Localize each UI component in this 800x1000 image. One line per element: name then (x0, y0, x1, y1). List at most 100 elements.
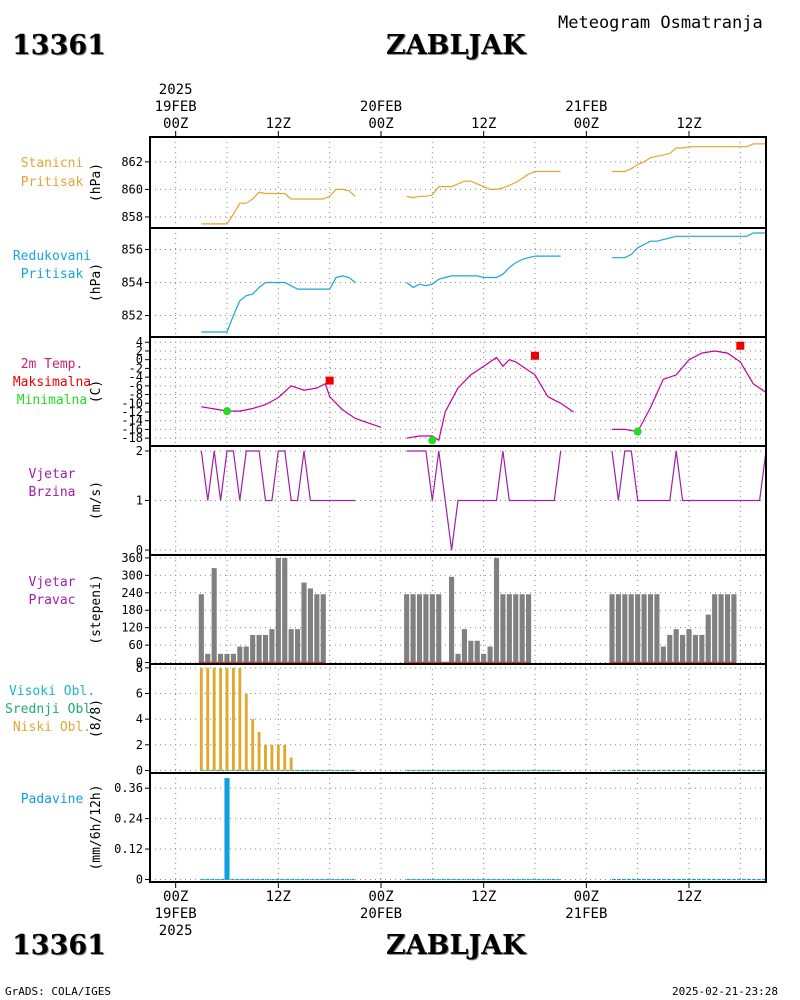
niski-cloud-bar (238, 667, 242, 771)
bottom-date-label: 19FEB (155, 906, 197, 922)
panel-label: Minimalna (17, 393, 87, 408)
y-tick-label: 852 (121, 309, 143, 323)
bottom-time-label: 12Z (676, 889, 701, 905)
wind-direction-bar (718, 594, 724, 663)
y-tick-label: 60 (129, 638, 143, 652)
niski-cloud-bar (212, 667, 216, 771)
panel-label: Vjetar (29, 575, 76, 590)
tmin-marker (633, 427, 642, 436)
panel-frame (149, 227, 767, 338)
panel-label: Srednji Obl. (5, 702, 99, 717)
y-tick-label: 858 (121, 210, 143, 224)
wind-direction-bar (635, 594, 641, 663)
tmin-marker (428, 436, 437, 445)
panel-label: Pritisak (21, 175, 84, 190)
top-time-label: 00Z (163, 116, 188, 132)
redukovani-pritisak-line (201, 275, 356, 333)
wind-direction-bar (519, 594, 525, 663)
y-tick-label: 1 (136, 494, 143, 508)
y-tick-label: -14 (121, 414, 143, 428)
top-time-label: 00Z (574, 116, 599, 132)
wind-direction-bar (282, 557, 288, 663)
panel-label: Redukovani (13, 249, 91, 264)
station-id-top: 13361 (12, 30, 106, 61)
wind-direction-bar (628, 594, 634, 663)
wind-direction-bar (423, 594, 429, 663)
niski-cloud-bar (244, 693, 248, 771)
wind-direction-bar (731, 594, 737, 663)
y-tick-label: 8 (136, 661, 143, 675)
panel-label: Maksimalna (13, 375, 91, 390)
wind-direction-bar (647, 594, 654, 663)
panel-label: Padavine (21, 792, 84, 807)
y-tick-label: 2 (136, 344, 143, 358)
y-tick-label: 0 (136, 656, 143, 670)
y-tick-label: 6 (136, 686, 143, 700)
y-tick-label: 180 (121, 603, 143, 617)
y-tick-label: 300 (121, 568, 143, 582)
panel-label: Brzina (29, 485, 76, 500)
top-time-label: 12Z (266, 116, 291, 132)
y-tick-label: 240 (121, 586, 143, 600)
panel-frame (149, 772, 767, 883)
top-time-label: 12Z (676, 116, 701, 132)
wind-direction-bar (218, 653, 224, 663)
software-credit: GrADS: COLA/IGES (5, 985, 111, 998)
bottom-time-label: 00Z (163, 889, 188, 905)
wind-speed-line (406, 450, 562, 551)
y-tick-label: 120 (121, 621, 143, 635)
bottom-time-label: 00Z (368, 889, 393, 905)
wind-direction-bar (211, 568, 217, 663)
bottom-year-label: 2025 (159, 923, 193, 939)
wind-direction-bar (686, 629, 692, 663)
niski-cloud-bar (276, 744, 280, 771)
panel-frame (149, 336, 767, 447)
wind-direction-bar (667, 634, 673, 663)
bottom-time-label: 12Z (471, 889, 496, 905)
panel-label: Stanicni (21, 156, 84, 171)
wind-direction-bar (493, 557, 500, 663)
chart-title: Meteogram Osmatranja (558, 13, 763, 33)
y-tick-label: 0.12 (114, 842, 143, 856)
y-tick-label: 360 (121, 551, 143, 565)
y-tick-label: -18 (121, 431, 143, 445)
y-tick-label: -6 (129, 379, 143, 393)
panel-label: Pravac (29, 593, 76, 608)
wind-direction-bar (314, 594, 320, 663)
panel-label: Visoki Obl. (9, 684, 95, 699)
top-year-label: 2025 (159, 82, 193, 98)
wind-speed-line (200, 450, 356, 502)
wind-direction-bar (692, 634, 698, 663)
wind-direction-bar (256, 634, 262, 663)
y-tick-label: 0.36 (114, 781, 143, 795)
panel-frame (149, 663, 767, 774)
wind-direction-bar (307, 588, 313, 663)
stanicni-pritisak-line (201, 188, 356, 225)
niski-cloud-bar (257, 731, 261, 771)
wind-direction-bar (275, 557, 281, 663)
y-tick-label: 862 (121, 155, 143, 169)
wind-speed-line (611, 450, 767, 502)
y-tick-label: 854 (121, 276, 143, 290)
wind-direction-bar (461, 629, 467, 663)
redukovani-pritisak-line (406, 255, 561, 289)
y-tick-label: 2 (136, 738, 143, 752)
wind-direction-bar (288, 629, 294, 663)
y-tick-label: 4 (136, 712, 143, 726)
niski-cloud-bar (264, 744, 267, 771)
wind-direction-bar (320, 594, 326, 663)
station-name-bottom: ZABLJAK (386, 930, 526, 961)
y-tick-label: 2 (136, 444, 143, 458)
wind-direction-bar (699, 634, 705, 663)
niski-cloud-bar (283, 744, 287, 771)
stanicni-pritisak-line (612, 143, 766, 173)
bottom-date-label: 20FEB (360, 906, 402, 922)
wind-direction-bar (506, 594, 512, 663)
panel-label: Niski Obl. (13, 720, 91, 735)
precipitation-bar (224, 778, 230, 880)
wind-direction-bar (500, 594, 506, 663)
temperature-line (406, 356, 574, 442)
panel-label: Vjetar (29, 467, 76, 482)
niski-cloud-bar (206, 667, 210, 771)
